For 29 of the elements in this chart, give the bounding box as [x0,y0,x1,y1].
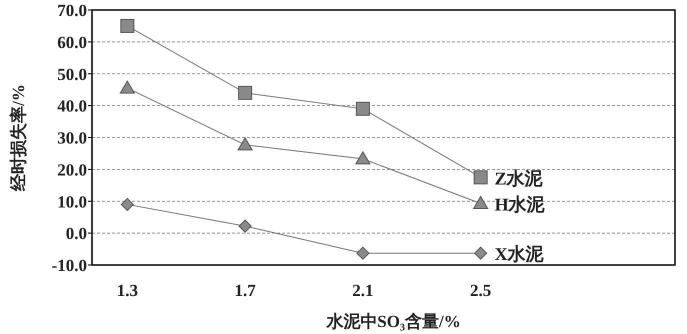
y-tick-label: 40.0 [57,96,87,116]
point [120,80,135,94]
point [474,170,488,184]
point [474,246,488,260]
point [120,198,134,211]
series-label: Z水泥 [494,168,544,188]
x-axis-title: 水泥中SO₃含量/% [325,312,461,331]
y-axis-title: 经时损失率/% [9,84,28,192]
y-tick-label: 60.0 [57,32,87,52]
point [356,246,370,260]
y-tick-label: 50.0 [57,64,87,84]
point [238,86,252,100]
point [356,102,370,116]
x-tick-label: 2.1 [352,281,374,300]
x-tick-label: 1.3 [116,281,138,300]
point [238,220,252,233]
series-label: X水泥 [494,244,545,264]
y-tick-label: -10.0 [52,256,87,275]
point [355,151,370,164]
y-tick-label: 0.0 [66,224,87,244]
point [238,137,253,150]
y-tick-label: 10.0 [57,192,87,212]
point [120,18,134,33]
y-tick-label: 70.0 [57,1,87,20]
point [473,196,488,209]
y-tick-label: 20.0 [57,160,87,180]
x-tick-label: 1.7 [234,281,256,300]
x-tick-label: 2.5 [470,281,492,300]
y-tick-label: 30.0 [57,128,87,148]
